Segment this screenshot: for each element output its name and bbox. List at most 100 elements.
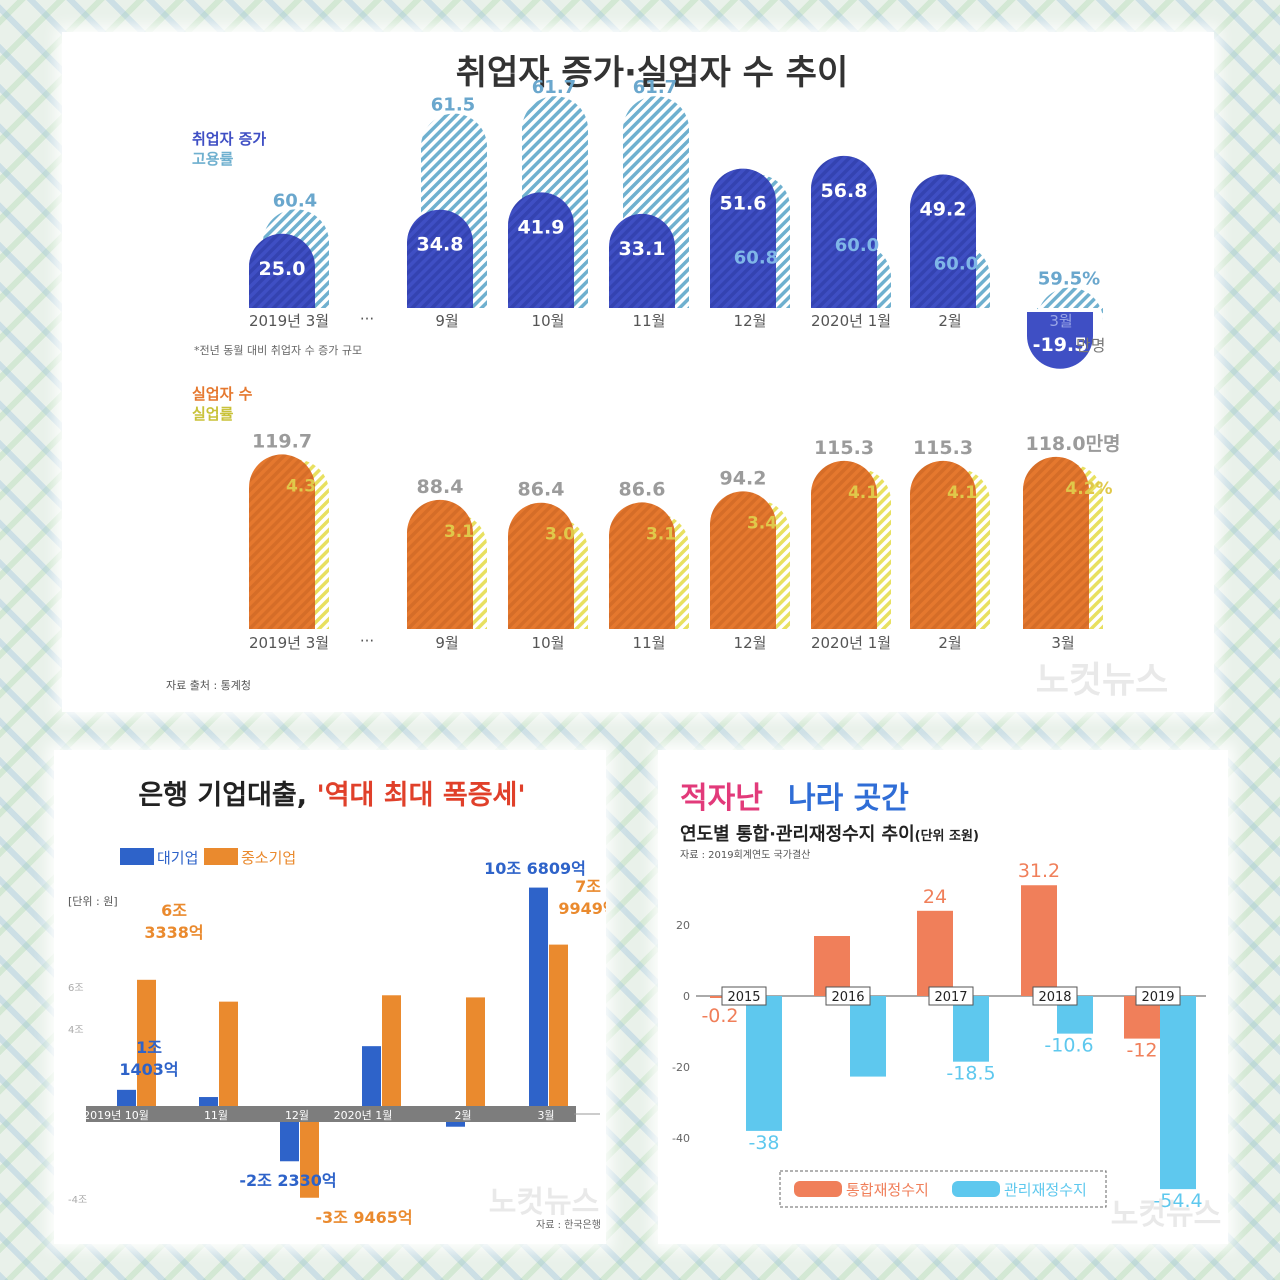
unemployed-count-label: 94.2 <box>720 467 767 489</box>
large-corp-bar <box>117 1089 136 1106</box>
large-corp-bar <box>362 1046 381 1106</box>
managed-balance-bar <box>953 996 989 1062</box>
employment-increase-bar-texture <box>910 174 976 308</box>
legend-swatch-integrated <box>794 1181 842 1197</box>
employment-increase-bar-texture <box>249 233 315 308</box>
loan-value-label: 3338억 <box>144 923 203 942</box>
loan-value-label: -3조 9465억 <box>315 1208 412 1227</box>
unemployed-count-label: 86.4 <box>518 479 565 501</box>
fiscal-y-tick: -40 <box>672 1132 690 1145</box>
unemployment-x-label: 11월 <box>633 634 666 652</box>
fiscal-year-box <box>825 986 871 1006</box>
integrated-balance-label: -0.2 <box>701 1005 738 1027</box>
loan-x-label: 2020년 1월 <box>334 1109 393 1122</box>
loan-x-label: 2019년 10월 <box>83 1109 149 1122</box>
unemployment-x-label: 10월 <box>532 634 565 652</box>
unemployment-ellipsis: ··· <box>360 632 374 650</box>
source-text: 자료 출처 : 통계청 <box>166 679 251 692</box>
employment-increase-label: 41.9 <box>518 216 565 238</box>
sme-bar <box>466 997 485 1106</box>
unemployment-x-label: 9월 <box>435 634 458 652</box>
large-corp-bar <box>529 887 548 1106</box>
unemployed-count-bar-texture <box>249 454 315 629</box>
legend-swatch-large-corp <box>120 848 154 865</box>
unemployment-x-label: 2월 <box>938 634 961 652</box>
loan-chart-title: 은행 기업대출, '역대 최대 폭증세' <box>138 780 525 811</box>
unemployed-count-bar-texture <box>508 502 574 629</box>
employment-increase-label: 49.2 <box>920 198 967 220</box>
unemployed-count-label: 119.7 <box>252 430 312 452</box>
employment-rate-label: 60.8 <box>734 248 778 269</box>
employment-increase-label: 56.8 <box>821 180 868 202</box>
integrated-balance-bar <box>814 936 850 996</box>
employment-rate-label: 60.0 <box>835 235 879 256</box>
sme-bar <box>382 995 401 1106</box>
employment-increase-label: 33.1 <box>619 238 666 260</box>
employment-increase-label: 34.8 <box>417 234 464 256</box>
loan-x-axis-band <box>86 1106 576 1122</box>
legend-unemployed-count: 실업자 수 <box>192 385 253 403</box>
sme-bar <box>300 1122 319 1198</box>
employment-x-label: 2월 <box>938 312 961 330</box>
loan-x-label: 3월 <box>537 1109 554 1122</box>
employment-increase-label: 51.6 <box>720 193 767 215</box>
employment-rate-label: 61.5 <box>431 95 475 116</box>
loan-source: 자료 : 한국은행 <box>536 1219 601 1231</box>
fiscal-balance-chart-panel: 적자난 나라 곳간 연도별 통합·관리재정수지 추이(단위 조원) 자료 : 2019… <box>658 750 1228 1244</box>
fiscal-subtitle-main: 연도별 통합·관리재정수지 추이 <box>680 823 915 845</box>
watermark-logo: 노컷뉴스 <box>1036 660 1168 701</box>
unemployment-rate-label: 4.3 <box>286 476 316 496</box>
unemployment-rate-label: 3.4 <box>747 513 777 533</box>
fiscal-watermark: 노컷뉴스 <box>1111 1197 1221 1232</box>
employment-increase-bar-texture <box>710 168 776 308</box>
managed-balance-bar <box>746 996 782 1131</box>
unemployment-rate-label: 3.1 <box>444 522 474 542</box>
employment-rate-label: 61.7 <box>633 77 677 98</box>
unemployment-rate-label: 4.1 <box>947 483 977 503</box>
unemployment-rate-label: 4.2% <box>1065 479 1112 499</box>
unemployed-count-bar-texture <box>609 502 675 629</box>
fiscal-year-box <box>721 986 767 1006</box>
chart-title: 취업자 증가·실업자 수 추이 <box>456 53 849 93</box>
loan-y-tick: 4조 <box>68 1025 84 1036</box>
fiscal-year-label: 2018 <box>1038 990 1071 1005</box>
fiscal-year-box <box>1032 986 1078 1006</box>
employment-x-label: 9월 <box>435 312 458 330</box>
integrated-balance-bar <box>1021 885 1057 996</box>
fiscal-title-part2: 나라 곳간 <box>788 781 909 816</box>
legend-large-corp: 대기업 <box>157 849 198 867</box>
loan-x-label: 12월 <box>285 1109 309 1122</box>
unemployment-rate-label: 4.1 <box>848 483 878 503</box>
sme-bar <box>219 1001 238 1106</box>
integrated-balance-label: -12 <box>1126 1040 1157 1062</box>
fiscal-year-label: 2016 <box>831 990 864 1005</box>
loan-watermark: 노컷뉴스 <box>489 1185 599 1220</box>
employment-x-label: 10월 <box>532 312 565 330</box>
employment-chart-panel: 취업자 증가·실업자 수 추이 취업자 증가 고용률 실업자 수 실업률 25.0 34.8… <box>62 32 1214 712</box>
fiscal-legend-box <box>779 1170 1107 1208</box>
legend-swatch-managed <box>952 1181 1000 1197</box>
employment-rate-label: 61.7 <box>532 77 576 98</box>
sme-bar <box>549 944 568 1106</box>
unemployed-count-bar-texture <box>910 460 976 629</box>
legend-employment-increase: 취업자 증가 <box>192 130 266 148</box>
employment-unit-label: 만명 <box>1076 336 1105 355</box>
loan-value-label: 1403억 <box>119 1060 178 1079</box>
fiscal-unit: (단위 조원) <box>915 828 979 844</box>
employment-rate-bar <box>1037 287 1103 321</box>
unemployment-x-label: 2019년 3월 <box>249 634 329 652</box>
employment-increase-bar <box>1027 312 1093 369</box>
employment-increase-bar-texture <box>811 155 877 308</box>
large-corp-bar <box>446 1122 465 1127</box>
legend-swatch-sme <box>204 848 238 865</box>
legend-managed: 관리재정수지 <box>1004 1181 1087 1199</box>
loan-y-tick: 6조 <box>68 983 84 994</box>
employment-rate-label: 59.5% <box>1038 269 1100 290</box>
managed-balance-label: -18.5 <box>946 1063 995 1085</box>
bank-loan-chart-panel: 은행 기업대출, '역대 최대 폭증세' 대기업 중소기업 [단위 : 원] 6조 4조 -… <box>54 750 606 1244</box>
fiscal-y-tick: 0 <box>683 990 690 1003</box>
unemployed-count-label: 88.4 <box>417 476 464 498</box>
unemployed-count-label: 86.6 <box>619 478 666 500</box>
managed-balance-bar <box>1160 996 1196 1190</box>
